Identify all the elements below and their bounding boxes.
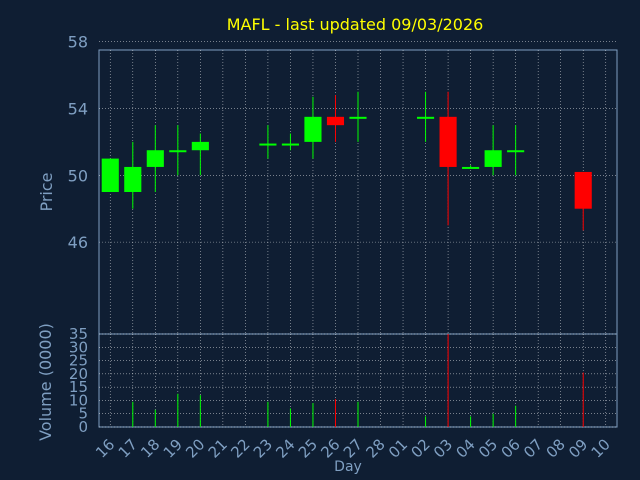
candle-body <box>326 116 345 126</box>
volume-tick-label: 25 <box>69 352 88 370</box>
volume-tick-label: 20 <box>69 365 88 383</box>
candle-body <box>304 116 322 142</box>
price-axis-label: Price <box>37 172 56 211</box>
candle <box>281 133 299 151</box>
candle <box>259 125 277 159</box>
candle <box>439 91 457 226</box>
candle <box>484 125 502 176</box>
volume-tick-label: 0 <box>78 418 88 436</box>
volume-tick-label: 35 <box>69 325 88 343</box>
chart-title: MAFL - last updated 09/03/2026 <box>227 15 484 34</box>
candle-body <box>507 150 525 153</box>
candle-body <box>124 166 142 192</box>
candle <box>349 91 367 142</box>
volume-tick-label: 5 <box>78 405 88 423</box>
volume-axis-label: Volume (0000) <box>36 323 55 441</box>
price-y-tick-labels: 46 50 54 58 <box>68 33 88 252</box>
volume-tick-label: 10 <box>69 391 88 409</box>
x-tick-labels: 1617181920212223242526272801020304050607… <box>92 435 614 461</box>
candle <box>191 133 209 176</box>
candle-body <box>101 158 119 192</box>
candle-body <box>281 143 299 146</box>
price-tick-label: 58 <box>68 33 88 52</box>
candle <box>417 91 435 142</box>
candle <box>101 158 119 192</box>
candle <box>462 165 480 169</box>
candle-body <box>259 143 277 146</box>
candle <box>304 96 322 159</box>
candle-body <box>169 150 187 153</box>
volume-bar-series <box>132 334 584 427</box>
price-gridlines <box>99 41 617 334</box>
candle <box>507 125 525 176</box>
candle-body <box>439 116 457 167</box>
candle <box>124 141 142 209</box>
price-tick-label: 46 <box>68 233 88 252</box>
volume-tick-label: 15 <box>69 378 88 396</box>
x-tick-label: 10 <box>588 435 614 461</box>
candlestick-series <box>101 91 592 231</box>
candle-body <box>574 171 592 209</box>
candle-body <box>191 141 209 151</box>
x-axis-label: Day <box>334 459 362 475</box>
candle <box>326 95 345 142</box>
candle <box>574 171 592 231</box>
volume-tick-label: 30 <box>69 338 88 356</box>
volume-gridlines <box>99 333 617 428</box>
candle <box>146 125 164 192</box>
candle-body <box>484 150 502 167</box>
price-panel: 46 50 54 58 Price <box>37 33 618 335</box>
price-tick-label: 54 <box>68 99 88 118</box>
candle-body <box>462 166 480 169</box>
candle-body <box>417 116 435 119</box>
candle-body <box>146 150 164 167</box>
candle-body <box>349 116 367 119</box>
price-tick-label: 50 <box>68 166 88 185</box>
candle <box>169 125 187 176</box>
